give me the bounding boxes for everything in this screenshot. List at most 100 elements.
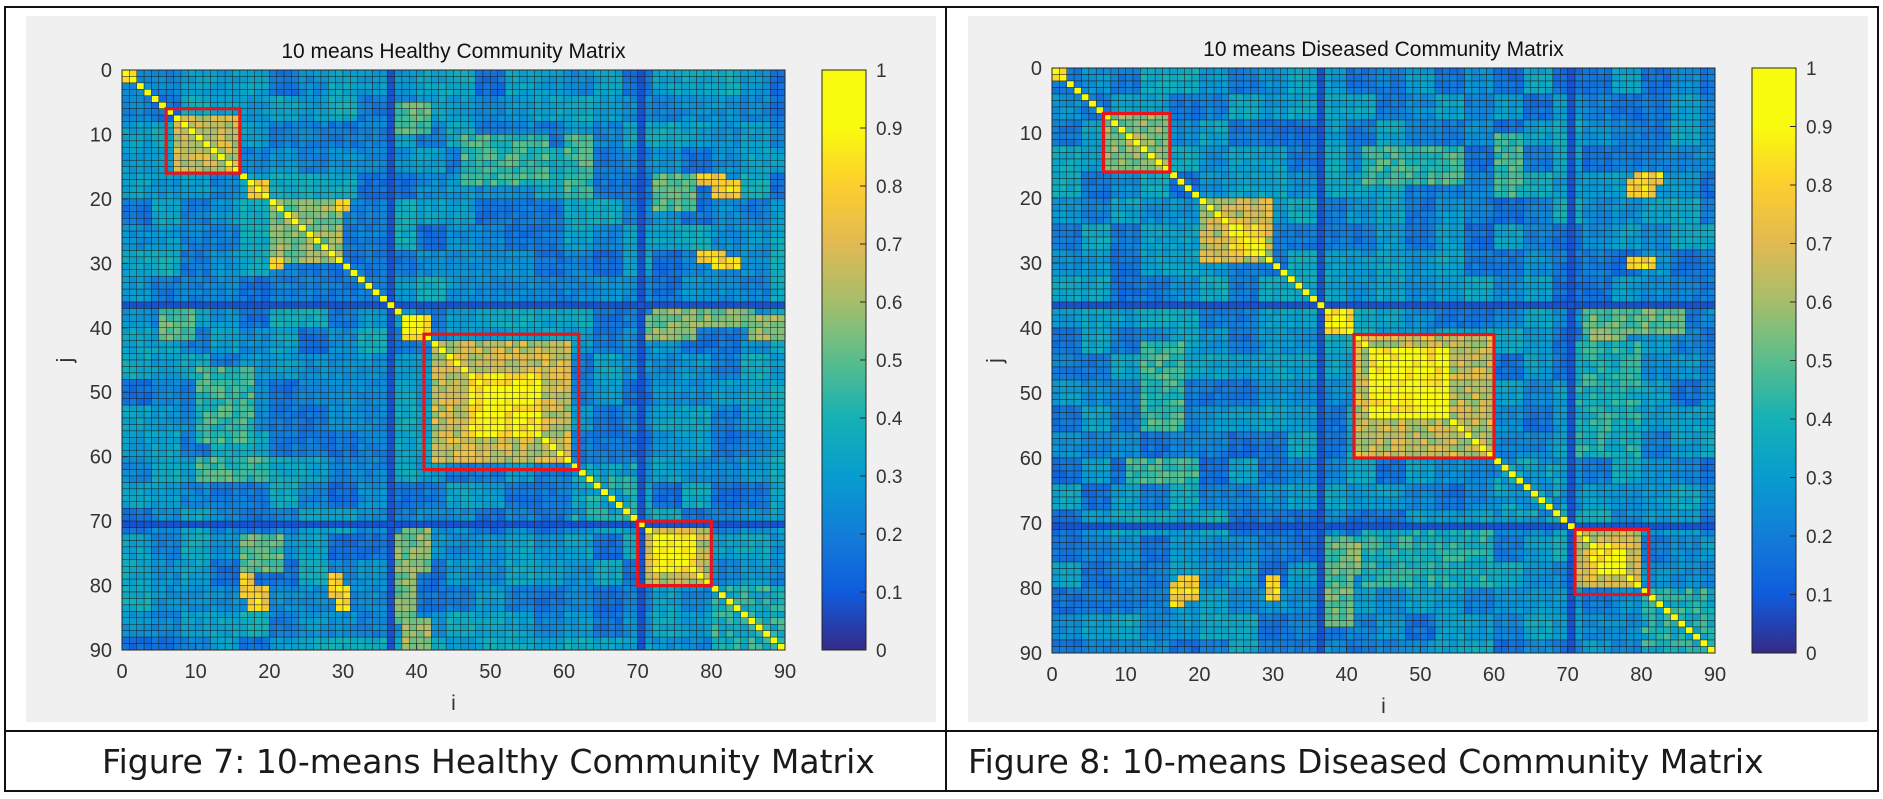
heatmap-cell <box>328 89 336 97</box>
heatmap-cell <box>475 321 484 329</box>
heatmap-cell <box>534 301 543 309</box>
heatmap-cell <box>431 250 439 258</box>
heatmap-cell <box>342 404 351 412</box>
heatmap-cell <box>409 288 417 296</box>
heatmap-cell <box>659 366 668 374</box>
heatmap-cell <box>755 101 764 109</box>
heatmap-cell <box>755 379 764 387</box>
heatmap-cell <box>202 185 211 193</box>
heatmap-cell <box>770 166 778 174</box>
heatmap-cell <box>438 76 447 84</box>
heatmap-cell <box>276 230 285 238</box>
heatmap-cell <box>394 82 403 90</box>
heatmap-cell <box>342 69 351 77</box>
heatmap-cell <box>674 314 683 322</box>
heatmap-cell <box>630 353 638 361</box>
heatmap-cell <box>585 82 594 90</box>
heatmap-cell <box>386 411 395 419</box>
heatmap-cell <box>151 159 160 167</box>
heatmap-cell <box>762 95 771 103</box>
heatmap-cell <box>696 327 705 335</box>
heatmap-cell <box>379 353 388 361</box>
heatmap-cell <box>379 256 388 264</box>
heatmap-cell <box>644 243 653 251</box>
heatmap-cell <box>305 256 314 264</box>
heatmap-cell <box>379 134 388 142</box>
heatmap-cell <box>747 230 756 238</box>
heatmap-cell <box>711 288 719 296</box>
heatmap-cell <box>747 411 756 419</box>
heatmap-cell <box>519 89 528 97</box>
heatmap-cell <box>696 366 705 374</box>
heatmap-cell <box>622 230 631 238</box>
heatmap-cell <box>696 89 705 97</box>
heatmap-cell <box>689 301 697 309</box>
heatmap-cell <box>202 424 211 432</box>
heatmap-cell <box>711 340 719 348</box>
heatmap-cell <box>121 211 130 219</box>
heatmap-cell <box>578 179 587 187</box>
heatmap-cell <box>637 250 646 258</box>
heatmap-cell <box>143 372 152 380</box>
heatmap-cell <box>600 89 609 97</box>
heatmap-cell <box>276 333 285 341</box>
heatmap-cell <box>534 134 543 142</box>
heatmap-cell <box>652 288 660 296</box>
heatmap-cell <box>121 282 130 290</box>
heatmap-cell <box>711 327 719 335</box>
heatmap-cell <box>644 166 653 174</box>
heatmap-cell <box>541 250 550 258</box>
heatmap-cell <box>703 379 712 387</box>
heatmap-cell <box>261 217 270 225</box>
heatmap-cell <box>136 391 145 399</box>
heatmap-cell <box>497 417 506 425</box>
heatmap-cell <box>762 256 771 264</box>
heatmap-cell <box>305 385 314 393</box>
heatmap-cell <box>475 256 484 264</box>
heatmap-cell <box>725 263 734 271</box>
heatmap-cell <box>283 308 292 316</box>
heatmap-cell <box>291 217 300 225</box>
heatmap-cell <box>416 179 425 187</box>
heatmap-cell <box>269 185 277 193</box>
heatmap-cell <box>585 230 594 238</box>
heatmap-cell <box>401 95 410 103</box>
heatmap-cell <box>703 359 712 367</box>
heatmap-cell <box>269 321 277 329</box>
heatmap-cell <box>158 263 167 271</box>
heatmap-cell <box>386 147 395 155</box>
heatmap-cell <box>342 237 351 245</box>
heatmap-cell <box>180 243 189 251</box>
heatmap-cell <box>534 275 543 283</box>
heatmap-cell <box>291 82 300 90</box>
heatmap-cell <box>195 185 204 193</box>
heatmap-cell <box>644 301 653 309</box>
heatmap-cell <box>725 76 734 84</box>
heatmap-cell <box>526 159 535 167</box>
heatmap-cell <box>364 205 373 213</box>
heatmap-cell <box>283 275 292 283</box>
heatmap-cell <box>372 391 381 399</box>
heatmap-cell <box>217 140 226 148</box>
heatmap-cell <box>269 295 277 303</box>
heatmap-cell <box>129 192 137 200</box>
heatmap-cell <box>254 372 263 380</box>
heatmap-cell <box>320 308 329 316</box>
heatmap-cell <box>519 256 528 264</box>
heatmap-cell <box>254 314 263 322</box>
heatmap-cell <box>718 205 727 213</box>
heatmap-cell <box>276 379 285 387</box>
heatmap-cell <box>313 159 322 167</box>
heatmap-cell <box>607 282 616 290</box>
heatmap-cell <box>666 95 675 103</box>
heatmap-cell <box>129 411 137 419</box>
heatmap-cell <box>563 230 572 238</box>
heatmap-cell <box>438 340 447 348</box>
heatmap-cell <box>438 121 447 129</box>
heatmap-cell <box>283 385 292 393</box>
heatmap-cell <box>210 346 218 354</box>
heatmap-cell <box>291 385 300 393</box>
heatmap-cell <box>615 69 624 77</box>
heatmap-cell <box>563 275 572 283</box>
heatmap-cell <box>777 327 786 335</box>
